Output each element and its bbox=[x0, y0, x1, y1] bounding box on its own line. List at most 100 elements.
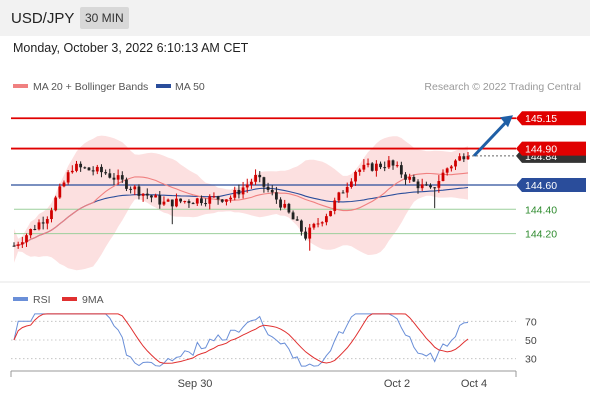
pivot-level-value: 144.60 bbox=[525, 180, 557, 192]
x-tick-label: Oct 4 bbox=[461, 378, 487, 390]
rsi-legend-label: RSI bbox=[33, 294, 51, 306]
candle-body bbox=[20, 242, 24, 245]
chart-timestamp: Monday, October 3, 2022 6:10:13 AM CET bbox=[13, 41, 249, 55]
candle-body bbox=[241, 187, 245, 195]
candle-body bbox=[312, 223, 316, 228]
candle-body bbox=[91, 170, 95, 172]
support-level-value: 144.40 bbox=[525, 204, 557, 216]
candle-body bbox=[399, 165, 403, 175]
candle-body bbox=[412, 176, 416, 182]
candle-body bbox=[437, 181, 441, 188]
candle-body bbox=[62, 182, 66, 187]
chart-header: USD/JPY 30 MIN bbox=[0, 0, 590, 36]
candle-body bbox=[245, 184, 249, 188]
candle-body bbox=[295, 219, 299, 221]
support-level-value: 144.20 bbox=[525, 229, 557, 241]
candle-body bbox=[429, 185, 432, 188]
candle-body bbox=[287, 203, 291, 213]
ma50-legend-swatch bbox=[156, 84, 171, 88]
candle-body bbox=[212, 196, 216, 198]
resistance-level-tag bbox=[516, 111, 586, 126]
candle-body bbox=[116, 175, 120, 180]
resistance-level-value: 145.15 bbox=[525, 113, 557, 125]
candle-body bbox=[54, 197, 58, 211]
candle-body bbox=[258, 174, 262, 178]
candle-body bbox=[16, 244, 20, 246]
candle-body bbox=[441, 172, 445, 182]
candle-body bbox=[129, 188, 133, 190]
symbol-title: USD/JPY bbox=[11, 10, 75, 27]
candle-body bbox=[420, 184, 424, 189]
candle-body bbox=[391, 160, 395, 166]
candle-body bbox=[154, 195, 158, 198]
price-plot bbox=[11, 115, 516, 271]
candle-body bbox=[75, 163, 78, 171]
forecast-arrow-head bbox=[500, 115, 513, 128]
candle-body bbox=[462, 156, 466, 160]
candle-body bbox=[141, 193, 145, 196]
candle-body bbox=[362, 164, 366, 170]
candle-body bbox=[275, 192, 278, 200]
candle-body bbox=[187, 201, 191, 204]
candle-body bbox=[95, 166, 99, 172]
candle-body bbox=[158, 195, 162, 205]
x-axis: Sep 30 Oct 2 Oct 4 bbox=[10, 370, 517, 390]
candle-body bbox=[225, 199, 228, 202]
ma20-legend-label: MA 20 + Bollinger Bands bbox=[33, 81, 148, 93]
rsi-legend-swatch bbox=[13, 297, 28, 301]
candle-body bbox=[262, 177, 266, 187]
x-tick-label: Sep 30 bbox=[178, 378, 213, 390]
candle-body bbox=[66, 172, 70, 183]
candle-body bbox=[433, 187, 437, 189]
ma20-legend-swatch bbox=[13, 84, 28, 88]
candle-body bbox=[233, 189, 237, 198]
candle-body bbox=[162, 201, 166, 205]
candle-body bbox=[170, 199, 174, 207]
candle-body bbox=[254, 174, 257, 182]
candle-body bbox=[183, 201, 187, 203]
ma20-line bbox=[13, 172, 469, 247]
candle-body bbox=[454, 160, 457, 167]
pivot-level-tag bbox=[516, 178, 586, 192]
candle-body bbox=[374, 163, 378, 171]
candle-body bbox=[329, 210, 332, 217]
candle-body bbox=[358, 169, 362, 172]
candle-body bbox=[100, 166, 103, 173]
candle-body bbox=[41, 222, 45, 224]
candle-body bbox=[291, 212, 295, 220]
timeframe-badge[interactable]: 30 MIN bbox=[80, 7, 129, 29]
candle-body bbox=[204, 203, 207, 205]
candle-body bbox=[408, 176, 412, 180]
candle-body bbox=[191, 203, 195, 205]
candle-body bbox=[279, 199, 282, 208]
x-tick-label: Oct 2 bbox=[384, 378, 410, 390]
rsi-tick-label: 50 bbox=[525, 335, 537, 347]
candle-body bbox=[250, 181, 253, 185]
candle-body bbox=[424, 184, 428, 186]
main-legend: MA 20 + Bollinger Bands MA 50 Research ©… bbox=[13, 81, 581, 93]
candle-body bbox=[299, 220, 303, 232]
candle-body bbox=[83, 167, 87, 169]
candle-body bbox=[175, 198, 178, 207]
candle-body bbox=[345, 187, 349, 193]
candle-body bbox=[379, 163, 382, 168]
candle-body bbox=[195, 198, 199, 204]
candle-body bbox=[341, 192, 345, 194]
rsi-plot: 70 50 30 bbox=[11, 313, 537, 367]
rsi-tick-label: 30 bbox=[525, 354, 537, 366]
candle-body bbox=[237, 189, 241, 195]
candle-body bbox=[395, 165, 399, 167]
candle-body bbox=[354, 171, 357, 182]
candle-body bbox=[304, 231, 307, 239]
candle-body bbox=[70, 170, 74, 173]
candle-body bbox=[125, 179, 128, 189]
candle-body bbox=[133, 186, 137, 190]
candle-body bbox=[45, 219, 49, 224]
rsi-ma-line bbox=[13, 313, 469, 364]
candle-body bbox=[316, 223, 320, 225]
candle-body bbox=[104, 172, 108, 174]
candle-body bbox=[79, 163, 83, 168]
resistance-level-tag bbox=[516, 141, 586, 156]
